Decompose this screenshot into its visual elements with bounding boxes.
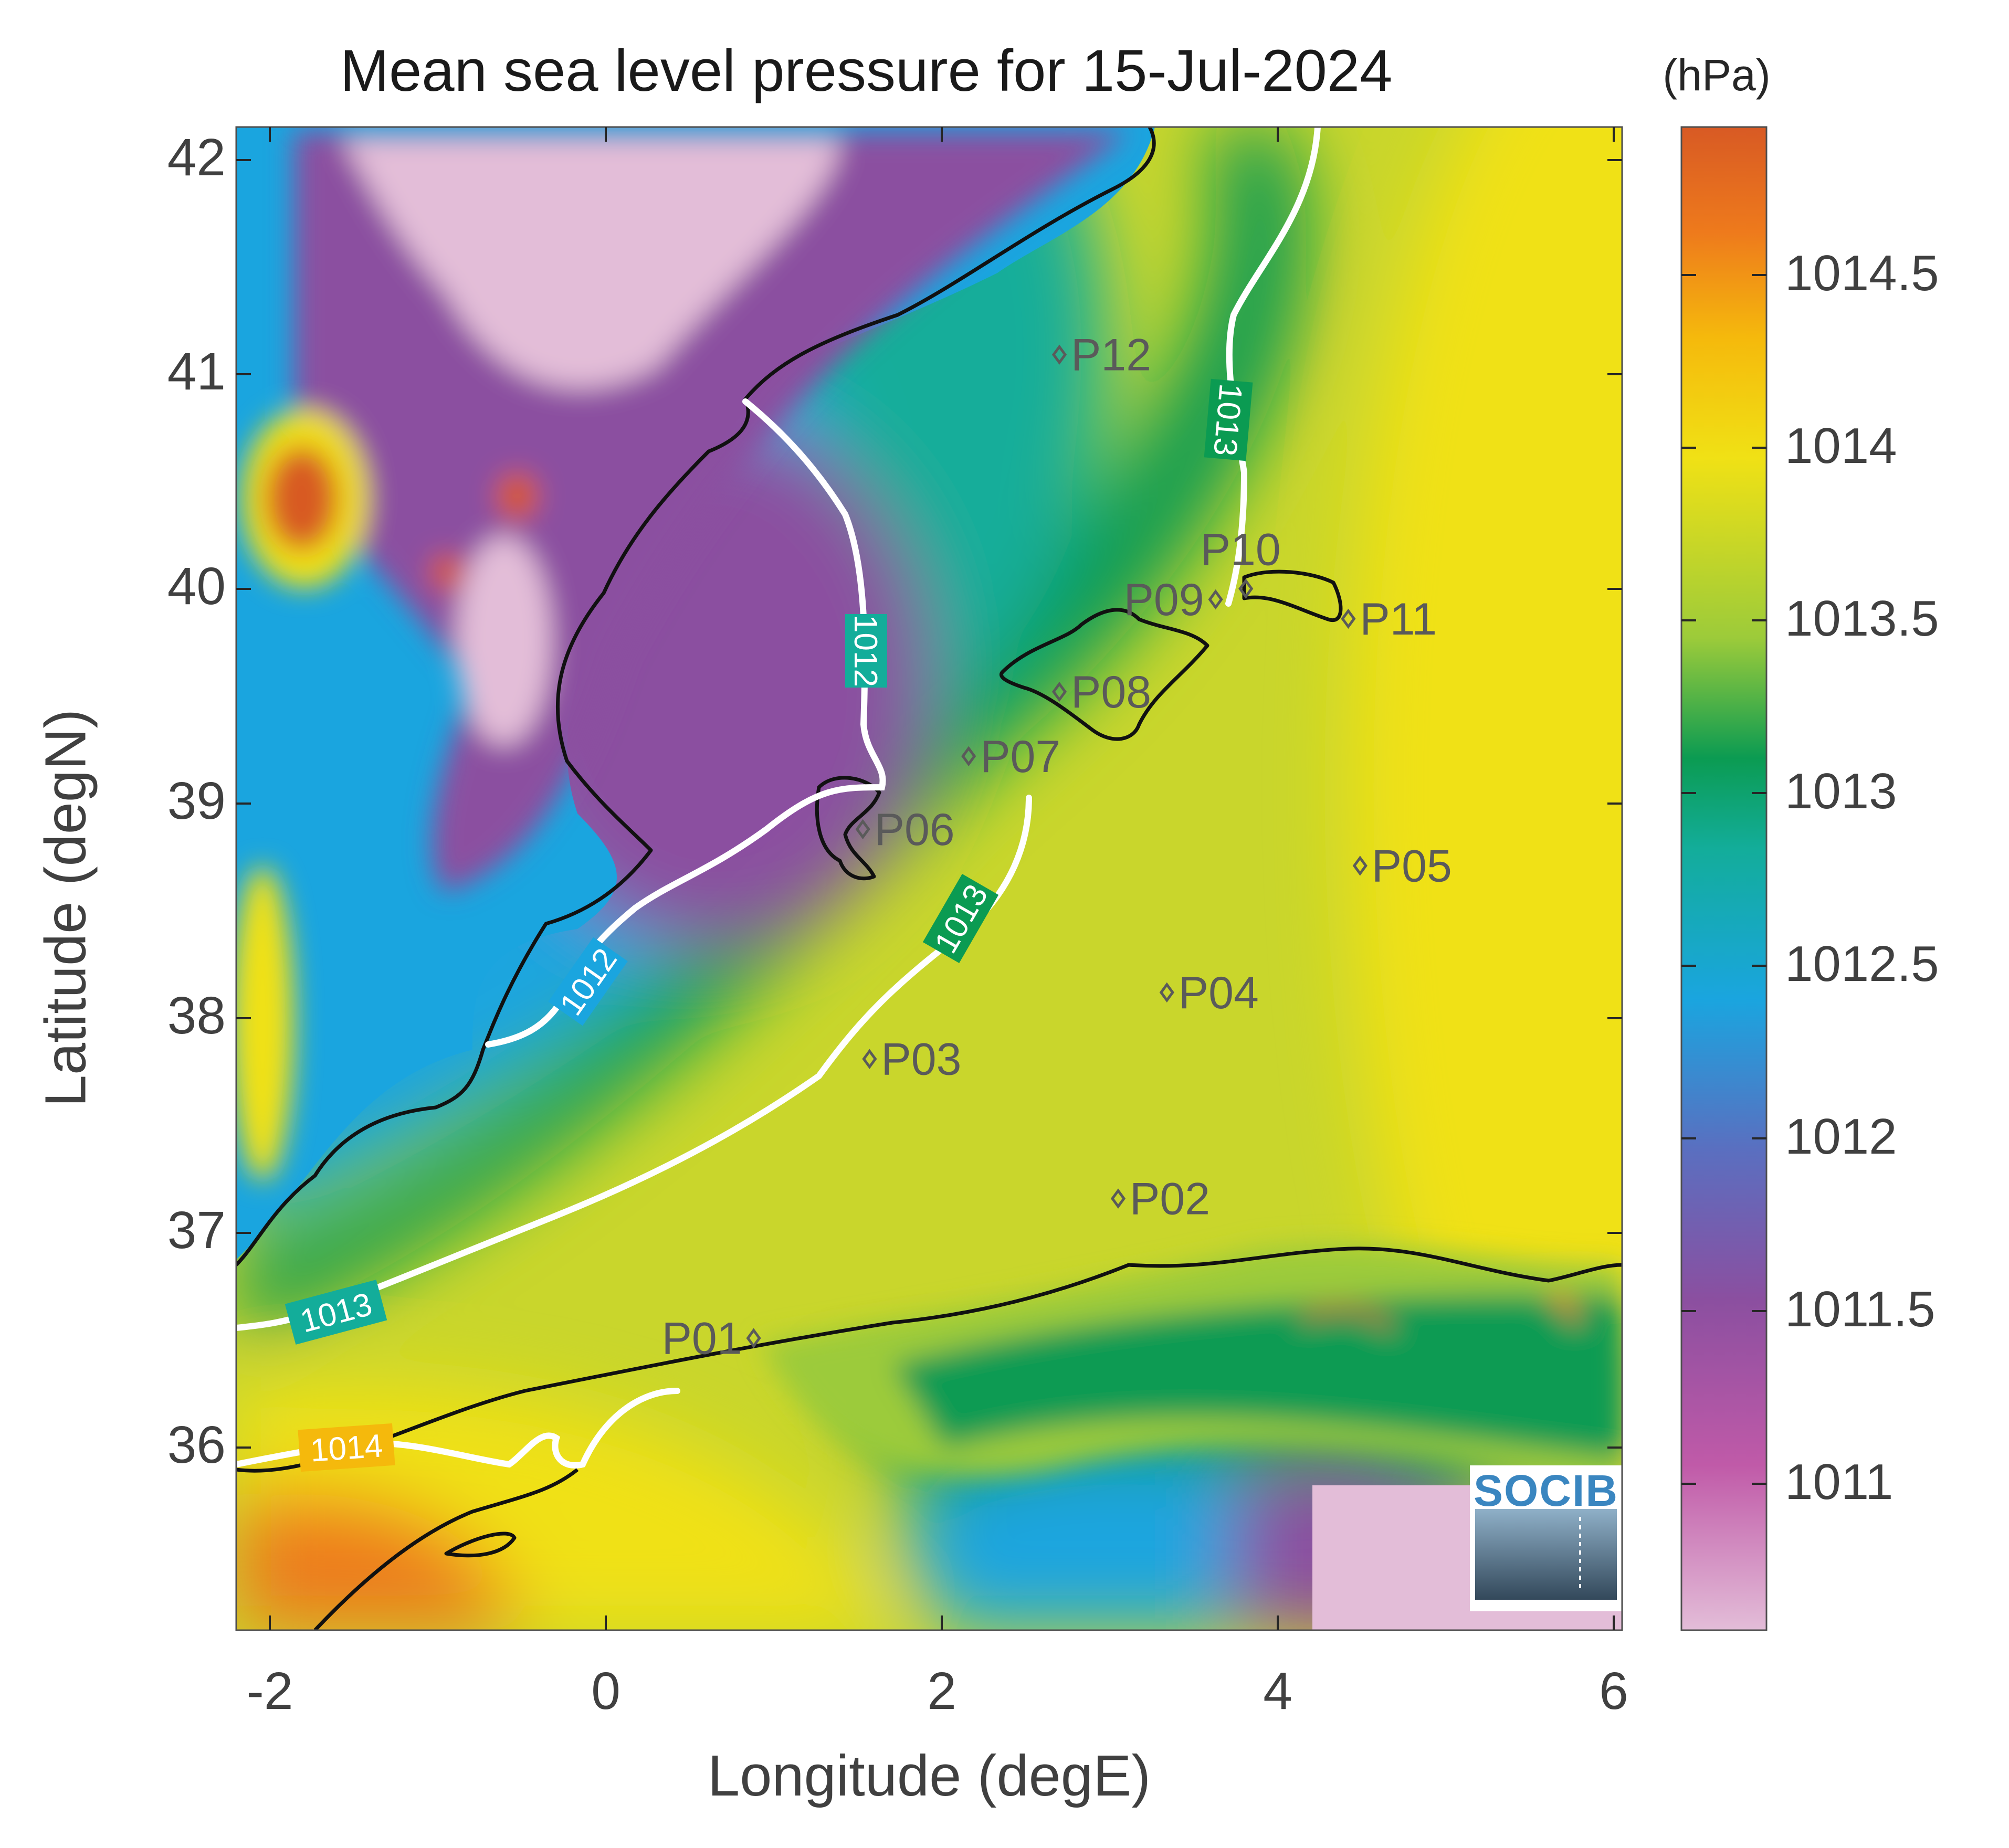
station-label-p01: P01 [662, 1314, 742, 1364]
y-tick-label: 39 [167, 772, 226, 830]
x-tick-label: 4 [1263, 1662, 1292, 1720]
map-frame [235, 126, 1623, 1631]
axis-ticks [236, 127, 1622, 1630]
isobar-label-1014: 1014 [309, 1428, 384, 1469]
isobar-label-1012-a: 1012 [847, 615, 883, 687]
colorbar-tick-label: 1011 [1785, 1454, 1894, 1510]
x-tick-label: 6 [1599, 1662, 1628, 1720]
coastline [236, 127, 1622, 1630]
station-label-p03: P03 [881, 1034, 961, 1085]
station-label-p06: P06 [875, 805, 955, 855]
station-label-p07: P07 [980, 732, 1060, 782]
y-tick-label: 42 [167, 128, 226, 187]
station-label-p02: P02 [1130, 1174, 1210, 1224]
station-marker-p01 [746, 1328, 761, 1348]
station-marker-p09 [1208, 589, 1223, 610]
station-label-p11: P11 [1360, 594, 1437, 645]
station-label-p12: P12 [1071, 330, 1151, 381]
x-tick-label: 0 [591, 1662, 620, 1720]
station-marker-p02 [1110, 1188, 1126, 1209]
colorbar-tick-label: 1013.5 [1785, 590, 1939, 647]
y-tick-label: 38 [167, 986, 226, 1045]
station-label-p09: P09 [1124, 575, 1204, 625]
y-tick-label: 36 [167, 1416, 226, 1474]
station-label-p10: P10 [1201, 525, 1281, 575]
station-marker-p03 [862, 1049, 877, 1069]
socib-logo-text: SOCIB [1473, 1466, 1619, 1515]
isobar-label-1013-b: 1013 [1206, 382, 1249, 457]
colorbar-tick-label: 1013 [1785, 763, 1897, 819]
isobar-1013-north [1225, 127, 1321, 607]
station-marker-p10 [1238, 578, 1254, 599]
colorbar-tick-label: 1014 [1785, 418, 1897, 474]
station-label-p08: P08 [1071, 667, 1151, 717]
colorbar [1680, 126, 1768, 1631]
y-tick-label: 41 [167, 342, 226, 401]
colorbar-tick-label: 1011.5 [1785, 1281, 1936, 1337]
station-label-p04: P04 [1179, 968, 1259, 1018]
y-tick-label: 40 [167, 557, 226, 616]
chart-title: Mean sea level pressure for 15-Jul-2024 [340, 38, 1393, 103]
colorbar-tick-label: 1012.5 [1785, 936, 1939, 992]
station-marker-p08 [1051, 681, 1067, 702]
station-marker-p07 [961, 746, 976, 767]
colorbar-gradient [1680, 126, 1768, 1631]
y-axis-label: Latitude (degN) [33, 709, 98, 1107]
x-axis-label: Longitude (degE) [708, 1744, 1151, 1808]
x-tick-label: -2 [246, 1662, 293, 1720]
x-tick-label: 2 [927, 1662, 956, 1720]
station-label-p05: P05 [1372, 841, 1452, 891]
socib-logo [1470, 1465, 1622, 1611]
colorbar-tick-label: 1014.5 [1785, 245, 1939, 301]
y-tick-label: 37 [167, 1201, 226, 1260]
station-marker-p06 [855, 819, 870, 840]
colorbar-tick-label: 1012 [1785, 1108, 1897, 1165]
station-marker-p12 [1051, 344, 1067, 365]
pressure-field [236, 127, 1622, 1630]
colorbar-units: (hPa) [1663, 50, 1771, 100]
station-marker-p04 [1159, 982, 1174, 1003]
station-marker-p05 [1352, 856, 1368, 876]
station-marker-p11 [1341, 608, 1356, 629]
